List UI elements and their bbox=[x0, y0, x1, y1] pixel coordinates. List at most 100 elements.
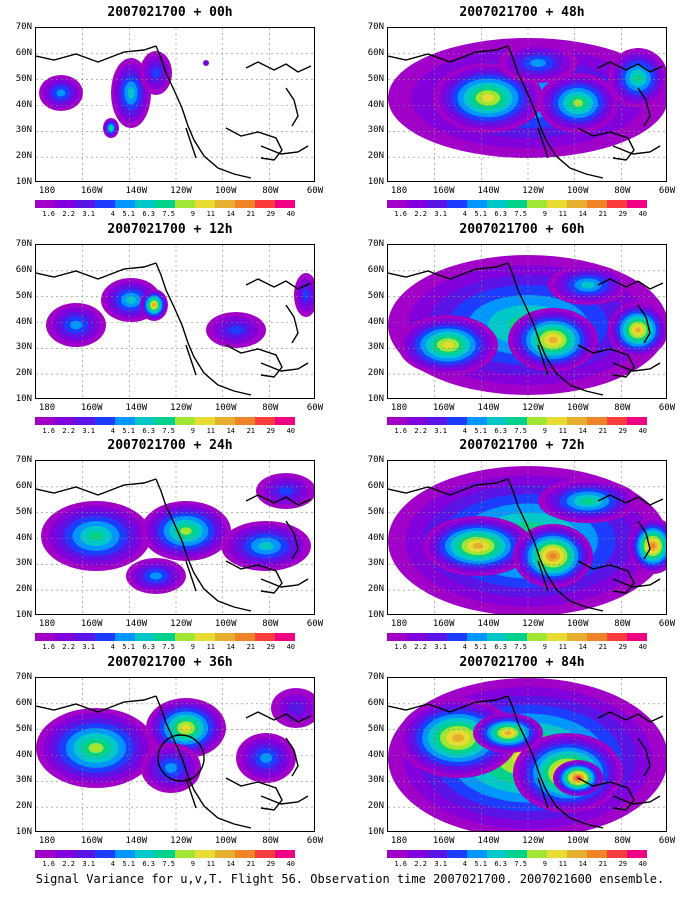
coastline bbox=[388, 478, 509, 496]
colorbar-swatch bbox=[135, 417, 155, 425]
colorbar-swatch bbox=[115, 417, 135, 425]
coastline bbox=[507, 45, 604, 179]
colorbar bbox=[387, 850, 667, 858]
colorbar-swatch bbox=[547, 200, 567, 208]
longitude-tick-label: 120W bbox=[522, 836, 544, 846]
longitude-tick-label: 160W bbox=[80, 836, 103, 846]
coastline bbox=[260, 145, 309, 155]
colorbar-label-spacer bbox=[295, 427, 315, 437]
longitude-tick-label: 80W bbox=[614, 619, 631, 629]
colorbar-label: 1.6 bbox=[42, 643, 55, 651]
colorbar-swatch bbox=[115, 850, 135, 858]
map-canvas bbox=[36, 245, 314, 398]
colorbar-swatch bbox=[567, 200, 587, 208]
colorbar-swatch bbox=[135, 633, 155, 641]
colorbar-label-spacer bbox=[647, 643, 667, 653]
longitude-tick-label: 120W bbox=[170, 836, 192, 846]
colorbar-label: 7.5 bbox=[514, 860, 527, 868]
longitude-tick-label: 180 bbox=[390, 186, 408, 196]
colorbar-swatch bbox=[195, 633, 215, 641]
longitude-tick-label: 60W bbox=[658, 836, 676, 846]
colorbar-label: 40 bbox=[286, 860, 295, 868]
longitude-tick-label: 60W bbox=[306, 619, 324, 629]
latitude-tick-label: 10N bbox=[15, 827, 32, 837]
colorbar-swatch bbox=[427, 200, 447, 208]
colorbar bbox=[387, 417, 667, 425]
coastline bbox=[537, 127, 549, 159]
coastline bbox=[507, 262, 604, 396]
coastline bbox=[245, 61, 312, 73]
colorbar-label: 5.1 bbox=[122, 427, 135, 435]
longitude-tick-label: 60W bbox=[658, 619, 676, 629]
target-circle bbox=[157, 734, 205, 782]
colorbar-label: 4 bbox=[462, 860, 467, 868]
variance-contour bbox=[258, 541, 274, 551]
colorbar-swatch bbox=[75, 417, 95, 425]
latitude-tick-label: 50N bbox=[15, 73, 32, 84]
longitude-tick-label: 140W bbox=[125, 619, 148, 629]
colorbar-label: 29 bbox=[266, 643, 275, 651]
colorbar-swatch bbox=[407, 417, 427, 425]
colorbar-swatch bbox=[547, 850, 567, 858]
colorbar-label: 3.1 bbox=[434, 210, 447, 218]
latitude-tick-label: 70N bbox=[367, 22, 384, 32]
coastline bbox=[577, 127, 635, 161]
colorbar-label: 11 bbox=[558, 427, 567, 435]
colorbar-swatch bbox=[135, 850, 155, 858]
colorbar-label: 21 bbox=[598, 210, 607, 218]
colorbar-swatch bbox=[527, 850, 547, 858]
colorbar-label: 29 bbox=[266, 210, 275, 218]
colorbar-label: 4 bbox=[110, 643, 115, 651]
coastline bbox=[185, 344, 197, 376]
colorbar-swatch bbox=[155, 200, 175, 208]
colorbar-swatch bbox=[75, 200, 95, 208]
colorbar-labels: 1.6 2.2 3.1 4 5.1 6.3 7.5 9 11 14 21 29 40 bbox=[387, 643, 667, 653]
latitude-tick-label: 20N bbox=[367, 584, 384, 595]
colorbar-label: 5.1 bbox=[122, 860, 135, 868]
longitude-tick-label: 120W bbox=[522, 403, 544, 413]
map-plot bbox=[35, 244, 315, 399]
colorbar-label: 29 bbox=[618, 860, 627, 868]
map-plot bbox=[387, 460, 667, 615]
colorbar-swatch bbox=[155, 417, 175, 425]
colorbar-label: 11 bbox=[206, 427, 215, 435]
variance-contour bbox=[472, 543, 484, 549]
colorbar-swatch bbox=[467, 850, 487, 858]
colorbar-label: 5.1 bbox=[122, 643, 135, 651]
variance-contour bbox=[70, 320, 82, 330]
colorbar-swatch bbox=[235, 417, 255, 425]
latitude-tick-label: 70N bbox=[367, 672, 384, 682]
colorbar-label: 9 bbox=[542, 860, 547, 868]
coastline bbox=[597, 494, 664, 506]
latitude-tick-label: 40N bbox=[15, 99, 32, 110]
colorbar-label: 4 bbox=[462, 643, 467, 651]
colorbar-labels: 1.6 2.2 3.1 4 5.1 6.3 7.5 9 11 14 21 29 40 bbox=[35, 643, 315, 653]
coastline bbox=[36, 695, 157, 713]
latitude-tick-label: 30N bbox=[367, 342, 384, 353]
map-canvas bbox=[388, 28, 666, 181]
colorbar-swatch bbox=[607, 200, 627, 208]
longitude-tick-label: 160W bbox=[80, 403, 103, 413]
longitude-tick-label: 140W bbox=[477, 836, 500, 846]
longitude-tick-label: 160W bbox=[432, 186, 455, 196]
colorbar-swatch bbox=[407, 633, 427, 641]
colorbar-swatch bbox=[195, 850, 215, 858]
colorbar-swatch bbox=[547, 417, 567, 425]
colorbar-swatch bbox=[587, 850, 607, 858]
variance-contour bbox=[303, 289, 309, 301]
colorbar-label: 1.6 bbox=[42, 210, 55, 218]
colorbar-swatch bbox=[255, 417, 275, 425]
colorbar-label: 1.6 bbox=[42, 427, 55, 435]
variance-contour bbox=[549, 553, 557, 559]
latitude-tick-label: 30N bbox=[15, 775, 32, 786]
colorbar-swatch bbox=[407, 200, 427, 208]
variance-contour bbox=[88, 743, 104, 753]
latitude-tick-label: 60N bbox=[15, 480, 32, 491]
colorbar-swatch bbox=[647, 850, 667, 858]
colorbar bbox=[35, 850, 315, 858]
colorbar-swatch bbox=[567, 633, 587, 641]
colorbar-label: 9 bbox=[190, 210, 195, 218]
latitude-tick-label: 10N bbox=[367, 177, 384, 187]
latitude-tick-label: 30N bbox=[367, 775, 384, 786]
longitude-tick-label: 100W bbox=[566, 619, 589, 629]
